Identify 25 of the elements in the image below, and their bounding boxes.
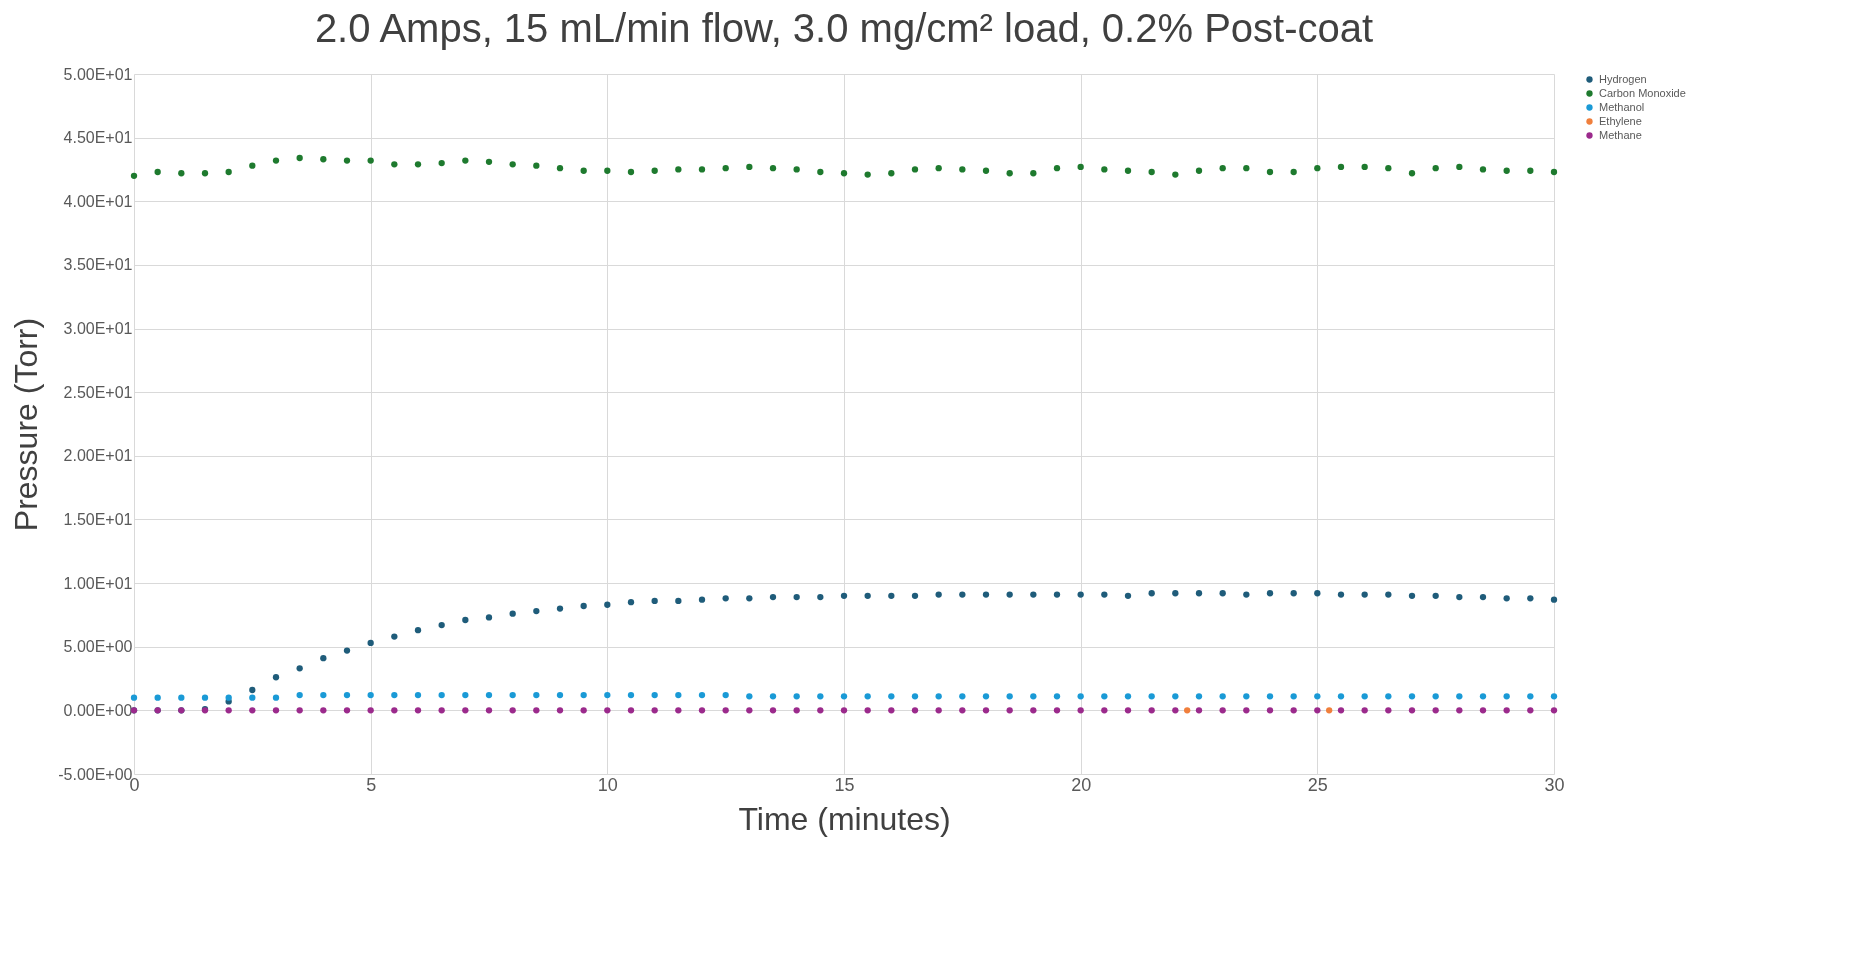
y-tick-label: 2.00E+01 (63, 447, 133, 465)
y-tick-label: 3.50E+01 (63, 256, 133, 274)
y-tick-label: 4.00E+01 (63, 192, 133, 210)
legend-label: Ethylene (1599, 114, 1642, 127)
y-tick-label: 2.50E+01 (63, 383, 133, 401)
y-tick-label: 5.00E+01 (63, 65, 133, 83)
x-tick-label: 10 (597, 774, 618, 795)
chart-title: 2.0 Amps, 15 mL/min flow, 3.0 mg/cm² load, 0.2% Post-coat (314, 6, 1374, 50)
y-tick-label: 5.00E+00 (63, 638, 133, 656)
x-tick-label: 30 (1544, 774, 1565, 795)
y-tick-label: 1.50E+01 (63, 510, 133, 528)
y-tick-label: 0.00E+00 (63, 701, 133, 719)
legend-label: Methane (1599, 128, 1642, 141)
x-axis-title: Time (minutes) (738, 800, 951, 837)
x-tick-label: 25 (1307, 774, 1328, 795)
legend-label: Carbon Monoxide (1599, 86, 1686, 99)
y-tick-label: 1.00E+01 (63, 574, 133, 592)
y-tick-label: 3.00E+01 (63, 320, 133, 338)
x-tick-label: 20 (1071, 774, 1092, 795)
y-axis-title: Pressure (Torr) (8, 317, 45, 532)
x-tick-label: 5 (366, 774, 377, 795)
y-tick-label: 4.50E+01 (63, 129, 133, 147)
x-tick-label: 15 (834, 774, 855, 795)
legend-label: Hydrogen (1599, 72, 1647, 85)
legend-label: Methanol (1599, 100, 1645, 113)
